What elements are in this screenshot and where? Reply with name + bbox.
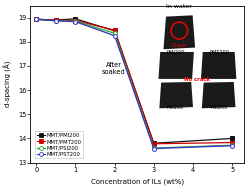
Text: In water: In water (166, 5, 192, 9)
Text: After
soaked: After soaked (102, 62, 125, 75)
Y-axis label: d-spacing (Å): d-spacing (Å) (4, 61, 12, 107)
Legend: MMT/PMI200, MMT/PMT200, MMT/PSI200, MMT/PST200: MMT/PMI200, MMT/PMT200, MMT/PSI200, MMT/… (35, 131, 83, 158)
X-axis label: Concentration of ILs (wt%): Concentration of ILs (wt%) (91, 178, 184, 185)
